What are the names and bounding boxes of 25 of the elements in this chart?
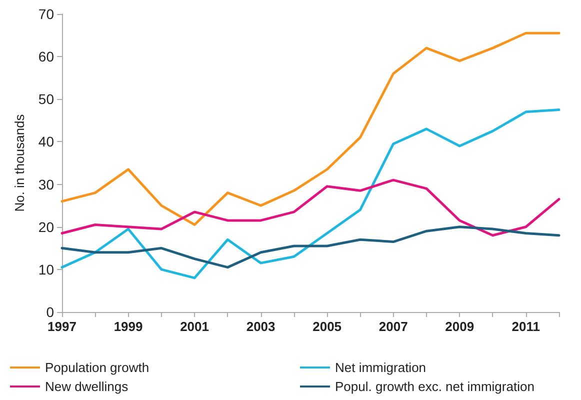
legend-label: Population growth: [45, 360, 150, 375]
line-series: [60, 32, 560, 226]
line-series: [60, 108, 560, 280]
y-tick-label: 0: [46, 304, 54, 320]
legend-label: Net immigration: [335, 360, 426, 375]
y-tick-label: 20: [38, 218, 54, 235]
x-tick-label: 2007: [378, 319, 408, 334]
legend-label: Popul. growth exc. net immigration: [335, 379, 534, 394]
y-axis-title: No. in thousands: [12, 114, 27, 212]
y-tick-label: 50: [38, 91, 54, 108]
x-tick-label: 1999: [114, 319, 143, 334]
y-tick-label: 70: [38, 6, 54, 22]
y-tick-label: 60: [38, 48, 54, 65]
line-series: [60, 226, 560, 269]
x-tick-label: 2009: [445, 319, 474, 334]
y-tick-label: 30: [38, 176, 54, 192]
y-tick-label: 40: [38, 134, 54, 150]
x-tick-label: 1997: [48, 319, 76, 334]
x-tick-label: 2011: [512, 319, 540, 334]
legend-label: New dwellings: [45, 379, 129, 394]
x-tick-label: 2003: [246, 319, 276, 334]
y-tick-label: 10: [38, 261, 54, 278]
x-tick-label: 2005: [312, 319, 342, 334]
line-series: [60, 178, 560, 237]
x-tick-label: 2001: [180, 319, 209, 334]
